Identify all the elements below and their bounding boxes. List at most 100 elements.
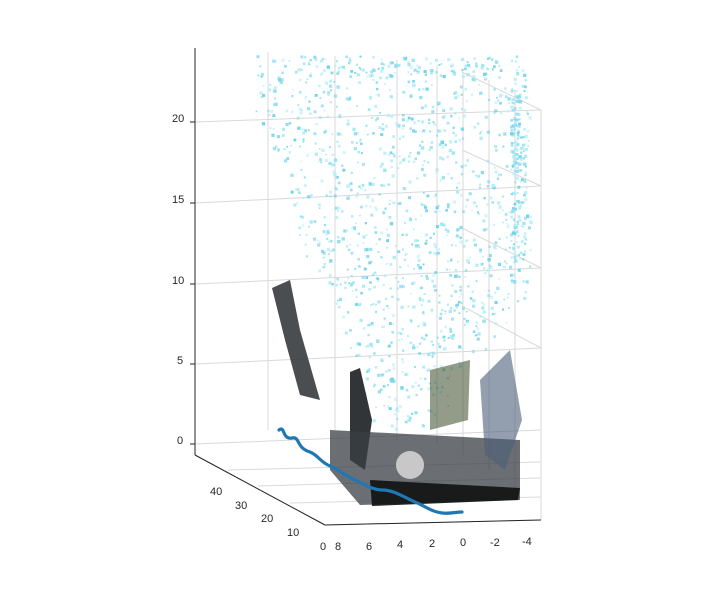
cloud-point	[337, 132, 341, 136]
cloud-point	[440, 222, 444, 226]
cloud-point	[454, 244, 457, 247]
cloud-point	[360, 142, 363, 145]
cloud-point	[288, 122, 292, 125]
cloud-point	[419, 299, 421, 302]
cloud-point	[418, 297, 422, 300]
cloud-point	[353, 226, 357, 230]
cloud-point	[454, 91, 458, 95]
cloud-point	[359, 138, 362, 141]
cloud-point	[518, 162, 522, 166]
cloud-point	[512, 129, 515, 132]
cloud-point	[474, 243, 477, 247]
cloud-point	[437, 101, 441, 105]
cloud-point	[479, 248, 482, 252]
cloud-point	[348, 195, 351, 198]
cloud-point	[368, 74, 372, 78]
cloud-point	[475, 64, 478, 68]
cloud-point	[517, 253, 521, 257]
cloud-point	[313, 220, 317, 223]
cloud-point	[353, 132, 358, 136]
cloud-point	[375, 208, 379, 212]
cloud-point	[504, 87, 507, 90]
cloud-point	[469, 256, 472, 259]
cloud-point	[336, 132, 339, 135]
cloud-point	[463, 317, 466, 321]
cloud-point	[304, 97, 307, 100]
cloud-point	[454, 290, 458, 293]
cloud-point	[367, 324, 370, 327]
cloud-point	[370, 260, 373, 263]
cloud-point	[454, 96, 458, 100]
cloud-point	[305, 255, 309, 258]
cloud-point	[322, 256, 325, 259]
cloud-point	[521, 69, 525, 72]
cloud-point	[522, 150, 525, 153]
cloud-point	[420, 275, 423, 277]
cloud-point	[521, 136, 524, 139]
cloud-point	[437, 129, 441, 133]
cloud-point	[389, 263, 393, 266]
cloud-point	[398, 155, 401, 158]
cloud-point	[481, 64, 485, 68]
cloud-point	[517, 112, 521, 117]
cloud-point	[329, 190, 332, 194]
cloud-point	[315, 65, 319, 69]
cloud-point	[409, 94, 413, 98]
cloud-point	[423, 70, 427, 74]
cloud-point	[518, 100, 523, 104]
cloud-point	[326, 237, 329, 240]
cloud-point	[365, 234, 368, 237]
cloud-point	[407, 116, 411, 120]
cloud-point	[466, 320, 469, 323]
cloud-point	[378, 147, 382, 151]
cloud-point	[383, 151, 387, 155]
cloud-point	[420, 203, 424, 207]
cloud-point	[306, 195, 311, 199]
cloud-point	[392, 255, 396, 260]
cloud-point	[288, 59, 291, 62]
cloud-point	[328, 281, 332, 285]
cloud-point	[454, 134, 458, 137]
cloud-point	[382, 184, 386, 187]
cloud-point	[524, 291, 527, 294]
cloud-point	[365, 71, 368, 74]
cloud-point	[428, 122, 431, 125]
cloud-point	[410, 73, 413, 76]
cloud-point	[489, 196, 493, 200]
cloud-point	[429, 130, 432, 133]
cloud-point	[523, 128, 526, 131]
cloud-point	[392, 135, 395, 138]
cloud-point	[330, 71, 334, 75]
cloud-point	[447, 336, 450, 339]
cloud-point	[407, 154, 411, 158]
cloud-point	[387, 65, 391, 68]
cloud-point	[459, 85, 463, 89]
cloud-point	[358, 81, 361, 85]
cloud-point	[428, 148, 431, 151]
cloud-point	[513, 141, 516, 145]
cloud-point	[308, 61, 310, 63]
cloud-point	[517, 125, 521, 129]
y-tick-label: 0	[320, 541, 326, 553]
cloud-point	[337, 144, 341, 148]
cloud-point	[277, 149, 280, 152]
cloud-point	[293, 203, 297, 207]
cloud-point	[510, 59, 514, 62]
cloud-point	[260, 95, 263, 99]
cloud-point	[299, 215, 302, 218]
cloud-point	[428, 410, 431, 413]
cloud-point	[442, 109, 446, 112]
cloud-point	[383, 404, 386, 407]
cloud-point	[420, 146, 425, 150]
cloud-point	[450, 335, 454, 339]
cloud-point	[512, 172, 515, 176]
cloud-point	[411, 58, 415, 62]
cloud-point	[391, 174, 395, 178]
cloud-point	[382, 63, 385, 66]
cloud-point	[416, 64, 419, 67]
cloud-point	[383, 168, 387, 172]
cloud-point	[388, 396, 391, 399]
cloud-point	[454, 275, 458, 279]
x-axis-tick-labels: 8 6 4 2 0 -2 -4	[335, 536, 532, 553]
cloud-point	[501, 195, 505, 198]
